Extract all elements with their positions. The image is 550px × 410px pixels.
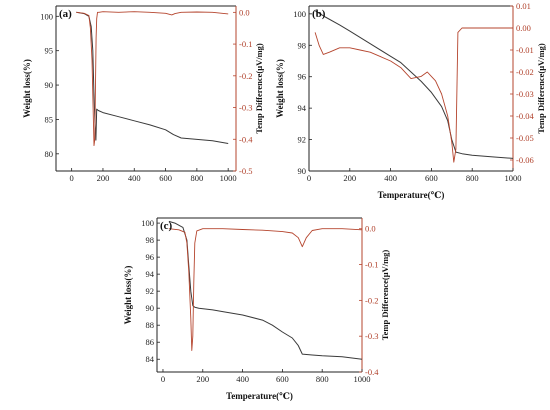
y-tick-label: 100 xyxy=(141,218,154,228)
y2-axis-title: Temp Difference(μV/mg) xyxy=(536,43,546,134)
y2-tick-label: -0.03 xyxy=(516,89,534,99)
y2-tick-label: -0.3 xyxy=(365,331,378,341)
y2-tick-label: -0.2 xyxy=(239,71,252,81)
x-tick-label: 600 xyxy=(159,173,172,183)
y2-tick-label: 0.00 xyxy=(516,23,531,33)
y-tick-label: 80 xyxy=(45,149,54,159)
y2-tick-label: 0.0 xyxy=(239,7,250,17)
panel-label: (b) xyxy=(312,8,326,20)
y-axis-title: Weight loss(%) xyxy=(275,59,285,118)
x-tick-label: 400 xyxy=(128,173,141,183)
y2-tick-label: -0.05 xyxy=(516,133,534,143)
y2-tick-label: -0.4 xyxy=(239,134,253,144)
y-tick-label: 86 xyxy=(146,337,155,347)
x-tick-label: 600 xyxy=(425,173,438,183)
y-tick-label: 92 xyxy=(298,135,307,145)
y-tick-label: 90 xyxy=(45,80,54,90)
x-tick-label: 1000 xyxy=(505,173,522,183)
x-tick-label: 800 xyxy=(190,173,203,183)
y2-tick-label: -0.04 xyxy=(516,111,534,121)
temp-difference-line xyxy=(76,11,229,147)
y-tick-label: 85 xyxy=(45,114,54,124)
x-tick-label: 600 xyxy=(276,374,289,384)
y2-tick-label: -0.06 xyxy=(516,155,534,165)
x-axis-title: Temperature(℃) xyxy=(378,190,445,200)
chart-panel-0: 0 200 400 600 800 1000 80 85 90 95 100 0.0 -0.1 -0.2 -… xyxy=(22,5,264,183)
y2-tick-label: 0.0 xyxy=(365,224,376,234)
x-tick-label: 400 xyxy=(236,374,249,384)
y2-axis-title: Temp Difference(μV/mg) xyxy=(254,43,264,134)
y-tick-label: 92 xyxy=(146,286,155,296)
y2-tick-label: -0.2 xyxy=(365,295,378,305)
chart-panel-2: 0 200 400 600 800 1000 84 86 88 90 92 94 96 98 100 0.0 -… xyxy=(123,217,390,401)
y-tick-label: 94 xyxy=(146,269,155,279)
y-tick-label: 98 xyxy=(298,40,307,50)
x-tick-label: 800 xyxy=(466,173,479,183)
x-tick-label: 200 xyxy=(343,173,356,183)
weight-loss-line xyxy=(314,10,514,159)
x-tick-label: 0 xyxy=(70,173,74,183)
y2-tick-label: 0.01 xyxy=(516,1,531,11)
y-axis-title: Weight loss(%) xyxy=(22,59,32,118)
y-tick-label: 95 xyxy=(45,46,54,56)
y-tick-label: 88 xyxy=(146,320,155,330)
y-tick-label: 96 xyxy=(298,72,307,82)
y-tick-label: 96 xyxy=(146,252,155,262)
y2-tick-label: -0.1 xyxy=(365,260,378,270)
y2-tick-label: -0.01 xyxy=(516,45,534,55)
x-axis-title: Temperature(℃) xyxy=(226,391,293,401)
chart-panel-1: 0 200 400 600 800 1000 90 92 94 96 98 100 0.01 0.00 -0… xyxy=(275,1,546,200)
temp-difference-line xyxy=(168,228,363,351)
x-tick-label: 1000 xyxy=(354,374,371,384)
y2-tick-label: -0.5 xyxy=(239,166,252,176)
weight-loss-line xyxy=(76,11,229,144)
x-tick-label: 1000 xyxy=(220,173,237,183)
y2-tick-label: -0.1 xyxy=(239,39,252,49)
y2-tick-label: -0.3 xyxy=(239,103,252,113)
panel-label: (a) xyxy=(59,8,72,20)
y-tick-label: 90 xyxy=(146,303,155,313)
y2-tick-label: -0.02 xyxy=(516,67,534,77)
x-tick-label: 200 xyxy=(97,173,110,183)
temp-difference-line xyxy=(314,27,513,163)
y2-tick-label: -0.4 xyxy=(365,367,379,377)
x-tick-label: 800 xyxy=(316,374,329,384)
weight-loss-line xyxy=(168,220,363,360)
x-tick-label: 0 xyxy=(161,374,165,384)
y-tick-label: 94 xyxy=(298,103,307,113)
y-tick-label: 98 xyxy=(146,235,155,245)
x-tick-label: 400 xyxy=(384,173,397,183)
y2-axis-title: Temp Difference(μV/mg) xyxy=(380,250,390,341)
y-axis-title: Weight loss(%) xyxy=(123,266,133,325)
panel-label: (c) xyxy=(160,220,173,232)
x-tick-label: 200 xyxy=(196,374,209,384)
y-tick-label: 100 xyxy=(40,11,53,21)
y-tick-label: 84 xyxy=(146,354,155,364)
y-tick-label: 90 xyxy=(298,166,307,176)
y-tick-label: 100 xyxy=(293,9,306,19)
x-tick-label: 0 xyxy=(307,173,311,183)
